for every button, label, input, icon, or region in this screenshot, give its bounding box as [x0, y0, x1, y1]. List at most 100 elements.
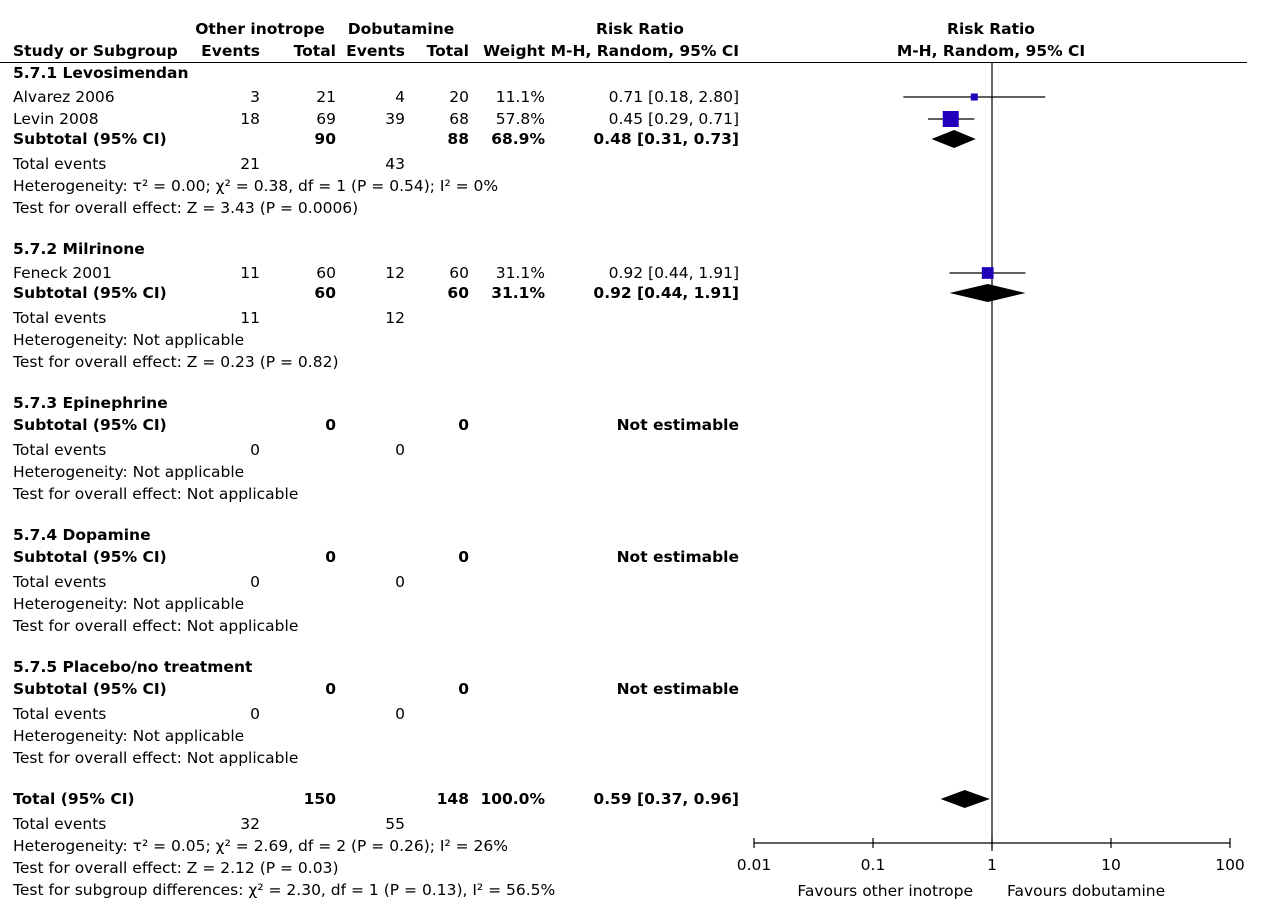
total-events2: 0 — [395, 705, 405, 723]
subtotal-total2: 60 — [447, 284, 469, 302]
plot-title: Risk Ratio — [947, 20, 1035, 38]
total-events2: 0 — [395, 573, 405, 591]
overall-effect: Test for overall effect: Not applicable — [13, 485, 299, 503]
header-risk-ratio: Risk Ratio — [596, 20, 684, 38]
study-events2: 39 — [385, 110, 405, 128]
header-total1: Total — [293, 42, 336, 60]
subtotal-total2: 0 — [458, 680, 469, 698]
total-total1: 150 — [303, 790, 336, 808]
subtotal-total2: 0 — [458, 548, 469, 566]
subtotal-label: Subtotal (95% CI) — [13, 284, 167, 302]
plot-method: M-H, Random, 95% CI — [896, 42, 1086, 60]
subgroup-title: 5.7.2 Milrinone — [13, 240, 145, 258]
subtotal-total2: 0 — [458, 416, 469, 434]
subtotal-total1: 0 — [325, 548, 336, 566]
total-events1: 0 — [250, 573, 260, 591]
overall-effect: Test for overall effect: Z = 3.43 (P = 0… — [13, 199, 359, 217]
study-weight: 11.1% — [495, 88, 545, 106]
study-total2: 60 — [449, 264, 469, 282]
subgroup-title: 5.7.3 Epinephrine — [13, 394, 168, 412]
total-events-label: Total events — [13, 441, 107, 459]
header-events2: Events — [346, 42, 405, 60]
study-events1: 18 — [240, 110, 260, 128]
heterogeneity: Heterogeneity: Not applicable — [13, 727, 245, 745]
study-effect-square — [970, 93, 978, 101]
subtotal-ci: Not estimable — [616, 416, 739, 434]
total-ci: 0.59 [0.37, 0.96] — [593, 790, 739, 808]
overall-effect: Test for overall effect: Not applicable — [13, 749, 299, 767]
header-method: M-H, Random, 95% CI — [550, 42, 739, 60]
subtotal-diamond — [949, 284, 1026, 302]
subtotal-ci: Not estimable — [616, 548, 739, 566]
x-tick-label: 0.1 — [861, 856, 886, 874]
study-total2: 20 — [449, 88, 469, 106]
total-events-label: Total events — [13, 815, 107, 833]
subtotal-total2: 88 — [447, 130, 469, 148]
study-effect-square — [942, 111, 959, 127]
subtotal-label: Subtotal (95% CI) — [13, 680, 167, 698]
study-effect-square — [981, 267, 994, 279]
header-events1: Events — [201, 42, 260, 60]
overall-effect: Test for overall effect: Not applicable — [13, 617, 299, 635]
subtotal-weight: 31.1% — [491, 284, 545, 302]
study-weight: 57.8% — [495, 110, 545, 128]
subtotal-total1: 0 — [325, 680, 336, 698]
total-events-label: Total events — [13, 705, 107, 723]
total-heterogeneity: Heterogeneity: τ² = 0.05; χ² = 2.69, df … — [13, 837, 509, 855]
x-tick-label: 10 — [1101, 856, 1121, 874]
study-total1: 60 — [316, 264, 336, 282]
heterogeneity: Heterogeneity: Not applicable — [13, 463, 245, 481]
subtotal-diamond — [931, 130, 976, 148]
subtotal-label: Subtotal (95% CI) — [13, 130, 167, 148]
total-events1: 0 — [250, 705, 260, 723]
total-diamond — [940, 790, 990, 808]
heterogeneity: Heterogeneity: Not applicable — [13, 331, 245, 349]
heterogeneity: Heterogeneity: Not applicable — [13, 595, 245, 613]
total-overall-effect: Test for overall effect: Z = 2.12 (P = 0… — [13, 859, 339, 877]
study-name: Alvarez 2006 — [13, 88, 115, 106]
favours-left-label: Favours other inotrope — [797, 882, 973, 900]
subgroup-differences: Test for subgroup differences: χ² = 2.30… — [13, 881, 556, 899]
total-events-label: Total events — [13, 309, 107, 327]
study-events2: 4 — [395, 88, 405, 106]
header-total2: Total — [426, 42, 469, 60]
study-events2: 12 — [385, 264, 405, 282]
total-events1: 0 — [250, 441, 260, 459]
header-group2: Dobutamine — [347, 20, 455, 38]
subtotal-ci: Not estimable — [616, 680, 739, 698]
header-study: Study or Subgroup — [13, 42, 178, 60]
total-events-label: Total events — [13, 573, 107, 591]
study-total1: 21 — [316, 88, 336, 106]
study-ci: 0.92 [0.44, 1.91] — [608, 264, 739, 282]
total-weight: 100.0% — [480, 790, 545, 808]
total-events2: 43 — [385, 155, 405, 173]
header-group1: Other inotrope — [195, 20, 325, 38]
subtotal-ci: 0.92 [0.44, 1.91] — [593, 284, 739, 302]
study-name: Levin 2008 — [13, 110, 99, 128]
subtotal-label: Subtotal (95% CI) — [13, 416, 167, 434]
total-label: Total (95% CI) — [13, 790, 135, 808]
study-ci: 0.71 [0.18, 2.80] — [608, 88, 739, 106]
total-events2: 0 — [395, 441, 405, 459]
study-weight: 31.1% — [495, 264, 545, 282]
study-total1: 69 — [316, 110, 336, 128]
total-events-label: Total events — [13, 155, 107, 173]
subtotal-total1: 0 — [325, 416, 336, 434]
x-tick-label: 1 — [987, 856, 997, 874]
study-events1: 3 — [250, 88, 260, 106]
total-total2: 148 — [436, 790, 469, 808]
subgroup-title: 5.7.5 Placebo/no treatment — [13, 658, 253, 676]
subtotal-total1: 60 — [314, 284, 336, 302]
subtotal-weight: 68.9% — [491, 130, 545, 148]
study-total2: 68 — [449, 110, 469, 128]
total-events1: 21 — [240, 155, 260, 173]
subtotal-ci: 0.48 [0.31, 0.73] — [593, 130, 739, 148]
total-events1: 11 — [240, 309, 260, 327]
total-events2: 12 — [385, 309, 405, 327]
study-ci: 0.45 [0.29, 0.71] — [608, 110, 739, 128]
study-name: Feneck 2001 — [13, 264, 112, 282]
total-events1: 32 — [240, 815, 260, 833]
overall-effect: Test for overall effect: Z = 0.23 (P = 0… — [13, 353, 339, 371]
header-weight: Weight — [483, 42, 545, 60]
